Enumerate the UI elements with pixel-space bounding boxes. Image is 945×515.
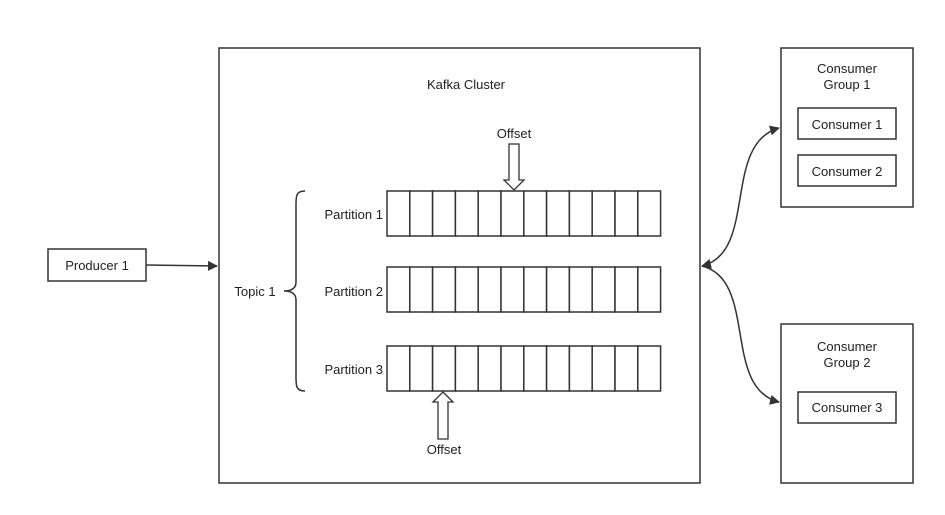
kafka-cluster: Kafka Cluster bbox=[218, 47, 701, 484]
partition-1-cell bbox=[614, 190, 639, 237]
topic-brace bbox=[283, 190, 306, 392]
partition-row-2: Partition 2 bbox=[324, 266, 662, 313]
partition-2-cell bbox=[568, 266, 593, 313]
partition-2-cell bbox=[591, 266, 616, 313]
cluster-box bbox=[218, 47, 701, 484]
offset-arrow-up-icon bbox=[431, 391, 455, 440]
partition-2-cell bbox=[431, 266, 457, 313]
partition-row-3: Partition 3 bbox=[324, 345, 662, 392]
partition-3-cell bbox=[409, 345, 434, 392]
producer-node: Producer 1 bbox=[47, 248, 147, 282]
partition-cells-3 bbox=[386, 345, 662, 392]
partition-label-1: Partition 1 bbox=[324, 207, 383, 222]
partition-1-cell bbox=[500, 190, 525, 237]
partition-1-cell bbox=[591, 190, 616, 237]
consumer-group-2: Consumer Group 2 Consumer 3 bbox=[780, 323, 914, 484]
partition-cells-1 bbox=[386, 190, 662, 237]
partition-2-cell bbox=[545, 266, 571, 313]
partition-2-cell bbox=[500, 266, 525, 313]
partition-1-cell bbox=[568, 190, 593, 237]
partition-row-1: Partition 1 bbox=[324, 190, 662, 237]
partition-3-cell bbox=[591, 345, 616, 392]
partition-label-2: Partition 2 bbox=[324, 284, 383, 299]
partition-1-cell bbox=[523, 190, 548, 237]
partition-3-cell bbox=[386, 345, 411, 392]
consumer-1-label: Consumer 1 bbox=[812, 117, 883, 132]
partition-3-cell bbox=[637, 345, 662, 392]
partition-2-cell bbox=[386, 266, 411, 313]
partition-2-cell bbox=[637, 266, 662, 313]
partition-label-3: Partition 3 bbox=[324, 362, 383, 377]
offset-label-bottom: Offset bbox=[427, 442, 462, 457]
partition-3-cell bbox=[614, 345, 639, 392]
partition-1-cell bbox=[386, 190, 411, 237]
consumer-1-box bbox=[797, 107, 897, 140]
partition-2-cell bbox=[409, 266, 434, 313]
consumer-group-1-title-line1: Consumer bbox=[817, 61, 878, 76]
partition-1-cell bbox=[545, 190, 571, 237]
offset-arrow-down-icon bbox=[502, 143, 526, 191]
partition-3-cell bbox=[477, 345, 502, 392]
partition-2-cell bbox=[523, 266, 548, 313]
cluster-to-group-1-connector bbox=[701, 125, 780, 269]
partition-2-cell bbox=[614, 266, 639, 313]
partition-1-cell bbox=[477, 190, 502, 237]
partition-cells-2 bbox=[386, 266, 662, 313]
partition-3-cell bbox=[431, 345, 457, 392]
consumer-3-label: Consumer 3 bbox=[812, 400, 883, 415]
partition-1-cell bbox=[454, 190, 479, 237]
cluster-to-group-2-connector bbox=[701, 265, 780, 405]
consumer-2-box bbox=[797, 154, 897, 187]
offset-label-top: Offset bbox=[497, 126, 532, 141]
partition-3-cell bbox=[523, 345, 548, 392]
consumer-group-2-title-line1: Consumer bbox=[817, 339, 878, 354]
consumer-group-1-title-line2: Group 1 bbox=[824, 77, 871, 92]
producer-to-cluster-arrow bbox=[145, 260, 218, 271]
partition-3-cell bbox=[568, 345, 593, 392]
partition-3-cell bbox=[500, 345, 525, 392]
consumer-2-label: Consumer 2 bbox=[812, 164, 883, 179]
cluster-title: Kafka Cluster bbox=[427, 77, 506, 92]
consumer-group-1: Consumer Group 1 Consumer 1 Consumer 2 bbox=[780, 47, 914, 208]
partition-3-cell bbox=[545, 345, 571, 392]
partition-1-cell bbox=[409, 190, 434, 237]
consumer-group-2-title-line2: Group 2 bbox=[824, 355, 871, 370]
topic-label: Topic 1 bbox=[234, 284, 275, 299]
partition-2-cell bbox=[477, 266, 502, 313]
partition-2-cell bbox=[454, 266, 479, 313]
partition-1-cell bbox=[637, 190, 662, 237]
consumer-3-box bbox=[797, 391, 897, 424]
producer-label: Producer 1 bbox=[65, 258, 129, 273]
partition-3-cell bbox=[454, 345, 479, 392]
partition-1-cell bbox=[431, 190, 457, 237]
producer-box bbox=[47, 248, 147, 282]
